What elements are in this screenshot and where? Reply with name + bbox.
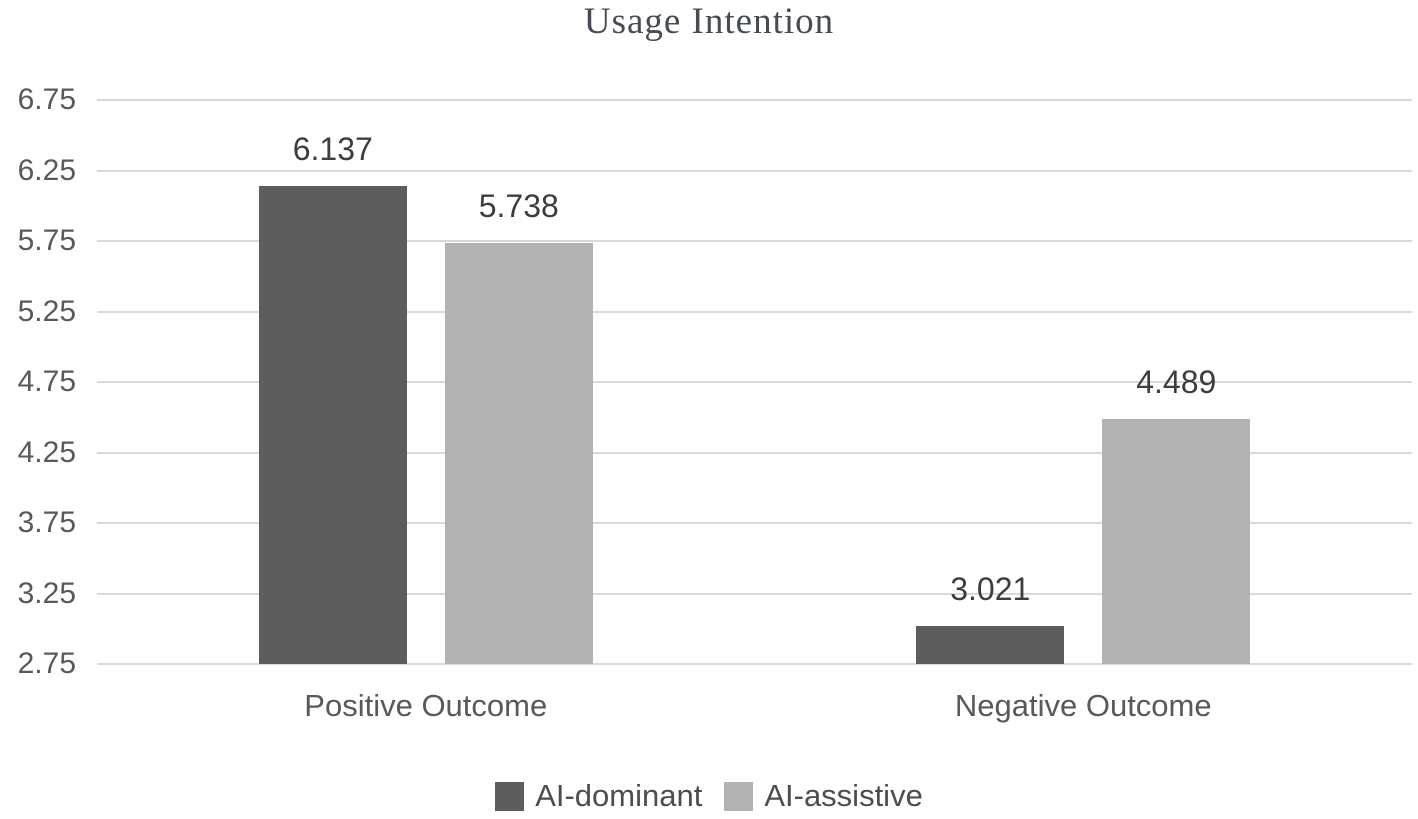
bar-ai-dominant-0 <box>258 186 407 664</box>
y-tick-label: 2.75 <box>17 647 76 680</box>
bar-ai-assistive-0 <box>444 242 593 664</box>
y-tick-label: 5.75 <box>17 224 76 257</box>
bar-ai-assistive-1 <box>1102 418 1251 664</box>
legend-label: AI-assistive <box>764 778 923 813</box>
legend-item-ai-assistive: AI-assistive <box>724 778 923 814</box>
chart-title: Usage Intention <box>583 1 835 42</box>
y-tick-label: 4.75 <box>17 365 76 398</box>
legend-item-ai-dominant: AI-dominant <box>495 778 702 814</box>
gridline <box>97 381 1412 383</box>
gridline <box>97 592 1412 595</box>
y-axis: 6.75 6.25 5.75 5.25 4.75 4.25 3.75 3.25 2.75 <box>6 83 76 680</box>
x-category-label: Positive Outcome <box>304 688 548 723</box>
plot-area: 6.137 5.738 3.021 4.489 <box>97 99 1412 665</box>
y-tick-label: 3.75 <box>17 506 76 539</box>
legend-swatch-icon <box>724 781 754 811</box>
gridline <box>97 451 1412 454</box>
bar-value-label: 6.137 <box>292 131 373 168</box>
x-category-label: Negative Outcome <box>954 688 1212 723</box>
legend-swatch-icon <box>495 781 525 811</box>
x-axis-labels: Positive Outcome Negative Outcome <box>97 688 1412 732</box>
bar-ai-dominant-1 <box>916 625 1065 664</box>
y-tick-label: 6.75 <box>17 83 76 116</box>
gridline <box>97 99 1412 101</box>
bar-value-label: 4.489 <box>1136 363 1217 400</box>
gridline <box>97 169 1412 172</box>
y-tick-label: 3.25 <box>17 576 76 610</box>
legend: AI-dominant AI-assistive <box>0 778 1418 814</box>
gridline <box>97 663 1412 665</box>
y-tick-label: 6.25 <box>17 153 76 187</box>
gridline <box>97 240 1412 242</box>
legend-label: AI-dominant <box>535 778 703 813</box>
bar-value-label: 3.021 <box>950 570 1031 607</box>
bar-value-label: 5.738 <box>478 187 559 224</box>
gridline <box>97 310 1412 313</box>
gridline <box>97 522 1412 524</box>
y-tick-label: 5.25 <box>17 294 76 328</box>
y-tick-label: 4.25 <box>17 435 76 469</box>
